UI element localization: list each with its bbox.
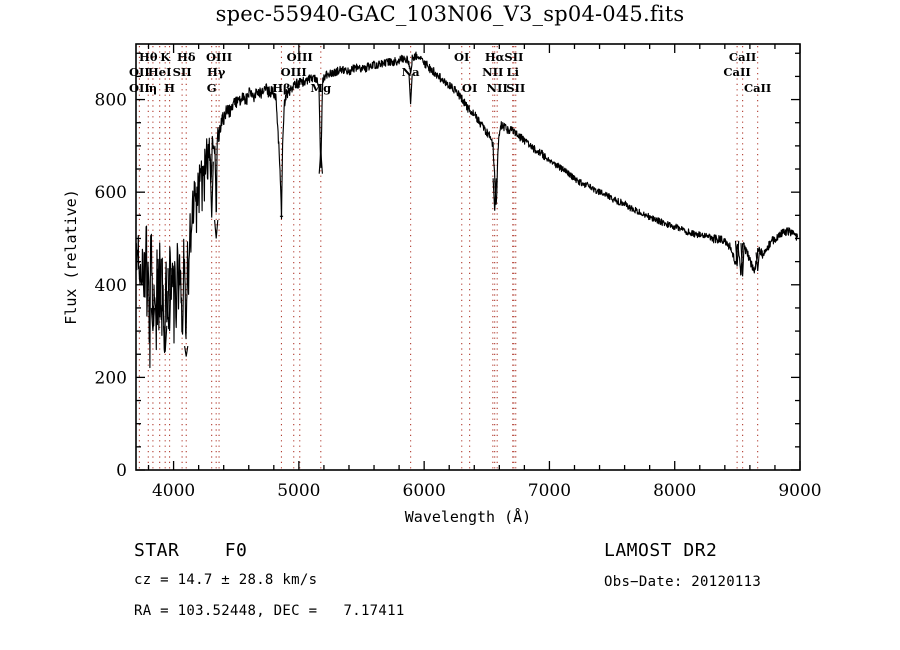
line-label: OIII: [287, 50, 313, 64]
svg-text:7000: 7000: [528, 481, 571, 501]
y-axis-label: Flux (relative): [62, 189, 80, 324]
line-label: Na: [402, 65, 421, 79]
line-label: CaII: [723, 65, 750, 79]
object-class-text: STAR F0: [134, 540, 248, 561]
spectral-line-markers: [138, 46, 759, 470]
line-label: Li: [506, 65, 519, 79]
line-label: OII: [129, 65, 150, 79]
line-label: CaII: [729, 50, 756, 64]
svg-text:6000: 6000: [403, 481, 446, 501]
line-label: SII: [504, 50, 523, 64]
line-label: OII: [129, 81, 150, 95]
svg-text:800: 800: [95, 91, 127, 111]
line-label: G: [207, 81, 217, 95]
svg-text:600: 600: [95, 183, 127, 203]
axis-tick-labels: 4000 5000 6000 7000 8000 9000 0 200 400 600 800: [95, 91, 822, 501]
svg-text:400: 400: [95, 276, 127, 296]
axis-ticks: [136, 44, 801, 471]
svg-text:5000: 5000: [277, 481, 320, 501]
line-label: H: [164, 81, 175, 95]
line-label: η: [149, 81, 157, 95]
page-title: spec-55940-GAC_103N06_V3_sp04-045.fits: [215, 2, 685, 26]
svg-text:200: 200: [95, 368, 127, 388]
line-label: NII: [487, 81, 508, 95]
line-label: OI: [454, 50, 469, 64]
spectrum-trace: [136, 51, 799, 369]
line-label: NII: [482, 65, 503, 79]
redshift-text: cz = 14.7 ± 28.8 km/s: [134, 572, 318, 588]
line-label: OIII: [206, 50, 232, 64]
line-label: Hα: [485, 50, 505, 64]
line-label: Mg: [310, 81, 331, 95]
line-label: Hθ: [139, 50, 158, 64]
line-label: Hβ: [272, 81, 291, 95]
line-label: Hγ: [207, 65, 226, 79]
svg-text:9000: 9000: [778, 481, 821, 501]
line-label: OIII: [281, 65, 307, 79]
line-label: CaII: [744, 81, 771, 95]
line-label: SII: [173, 65, 192, 79]
coordinates-text: RA = 103.52448, DEC = 7.17411: [134, 603, 405, 619]
svg-text:8000: 8000: [653, 481, 696, 501]
line-label: SII: [506, 81, 525, 95]
survey-text: LAMOST DR2: [604, 540, 718, 561]
svg-text:0: 0: [116, 461, 127, 481]
line-label: OI: [462, 81, 477, 95]
obs-date-text: Obs−Date: 20120113: [604, 574, 762, 590]
x-axis-label: Wavelength (Å): [405, 507, 531, 526]
line-label: K: [160, 50, 171, 64]
plot-frame: [135, 43, 801, 471]
line-label: HeI: [148, 65, 172, 79]
line-label: Hδ: [177, 50, 196, 64]
svg-text:4000: 4000: [152, 481, 195, 501]
spectral-line-labels: OIIOIIHθηHeIKHSIIHδGHγOIIIHβOIIIOIIIMgNa…: [129, 50, 771, 95]
